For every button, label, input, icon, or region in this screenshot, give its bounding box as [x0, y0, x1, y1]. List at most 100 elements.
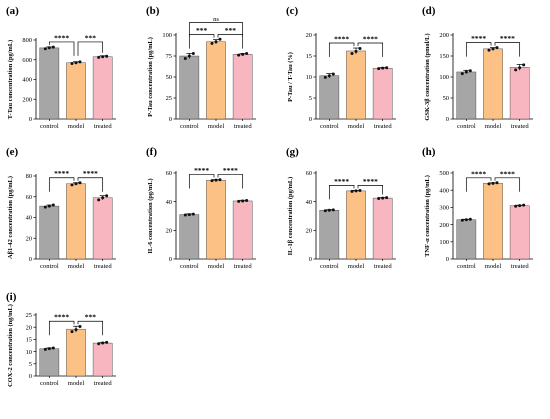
significance-bracket: [494, 42, 521, 57]
y-tick-label: 0: [309, 116, 312, 123]
x-category-label: treated: [94, 380, 113, 387]
bar-model: [66, 328, 86, 377]
x-category-label: control: [40, 123, 59, 130]
bar-treated: [232, 54, 253, 120]
data-point: [97, 55, 101, 59]
chart-panel-c: (c) P-Tau / T-Tau (%) 0 5 10 15 20 control model…: [286, 5, 396, 130]
x-category-label: model: [68, 380, 85, 387]
data-point: [468, 69, 472, 73]
y-tick-label: 100: [439, 239, 449, 246]
x-category-label: model: [68, 263, 85, 270]
x-category-label: model: [348, 123, 365, 130]
y-axis-label: TNF-α concentration (pg/mL): [424, 175, 431, 257]
x-category-label: control: [40, 263, 59, 270]
chart-panel-a: (a) T-Tau concentration (pg/mL) 0 200 400 600…: [6, 5, 116, 130]
bar-model: [206, 41, 226, 120]
data-point: [514, 204, 518, 208]
data-point: [47, 46, 51, 50]
bar-control: [456, 219, 477, 260]
x-category-label: model: [208, 263, 225, 270]
y-tick-label: 100: [439, 74, 449, 81]
significance-bracket: [494, 177, 521, 192]
data-point: [385, 196, 389, 200]
data-point: [327, 74, 331, 78]
bar-control: [319, 75, 340, 120]
data-point: [381, 66, 385, 70]
data-point: [331, 208, 335, 212]
data-point: [350, 189, 354, 193]
bar-treated: [372, 67, 393, 120]
data-point: [47, 347, 51, 351]
data-point: [191, 212, 195, 216]
data-point: [105, 340, 109, 344]
y-tick-label: 20: [306, 228, 312, 235]
y-tick-label: 0: [29, 256, 32, 263]
bar-treated: [232, 200, 253, 260]
bar-treated: [92, 56, 113, 120]
significance-label: ****: [54, 33, 69, 42]
y-axis-label: P-Tau / T-Tau (%): [287, 52, 294, 102]
data-point: [350, 51, 354, 55]
data-point: [237, 199, 241, 203]
x-category-label: treated: [94, 263, 113, 270]
x-category-label: treated: [374, 123, 393, 130]
x-category-label: model: [208, 123, 225, 130]
y-tick-label: 5: [309, 95, 312, 102]
bar-treated: [509, 205, 530, 260]
y-tick-label: 5: [29, 361, 32, 368]
data-point: [377, 197, 381, 201]
bar-control: [39, 47, 60, 120]
data-point: [241, 52, 245, 56]
significance-label: ***: [85, 313, 97, 322]
y-tick-label: 75: [166, 53, 172, 60]
y-axis-label: COX-2 concentration (ng/mL): [7, 304, 14, 387]
data-point: [331, 72, 335, 76]
y-tick-label: 400: [22, 77, 32, 84]
significance-label: ****: [500, 169, 515, 178]
bar-control: [456, 71, 477, 120]
significance-bracket: [48, 320, 75, 336]
y-tick-label: 100: [162, 32, 172, 39]
data-point: [522, 63, 526, 67]
significance-bracket: [328, 184, 355, 200]
significance-label: ****: [83, 169, 98, 178]
data-point: [74, 328, 78, 332]
bar-control: [319, 210, 340, 260]
bar-control: [39, 348, 60, 377]
x-category-label: control: [457, 123, 476, 130]
significance-label: ***: [225, 26, 237, 35]
significance-bracket: [48, 41, 75, 56]
data-point: [70, 183, 74, 187]
y-tick-label: 200: [439, 222, 449, 229]
data-point: [518, 66, 522, 70]
bar-treated: [372, 197, 393, 260]
data-point: [51, 346, 55, 350]
data-point: [514, 68, 518, 72]
significance-bracket: [357, 184, 384, 195]
data-point: [323, 209, 327, 213]
significance-label: ****: [194, 166, 209, 175]
data-point: [491, 181, 495, 185]
y-tick-label: 20: [26, 235, 32, 242]
data-point: [78, 60, 82, 64]
panel-letter: (a): [6, 5, 19, 17]
data-point: [495, 181, 499, 185]
chart-panel-b: (b) P-Tau concentration (pg/mL) 0 25 50 75 100…: [146, 5, 256, 130]
y-tick-label: 500: [439, 170, 449, 177]
data-point: [237, 53, 241, 57]
significance-label: ****: [54, 169, 69, 178]
data-point: [70, 330, 74, 334]
significance-bracket: [48, 177, 75, 192]
significance-label: ***: [85, 33, 97, 42]
panel-letter: (d): [422, 5, 436, 17]
data-point: [47, 204, 51, 208]
x-category-label: treated: [374, 263, 393, 270]
data-point: [358, 46, 362, 50]
data-point: [323, 75, 327, 79]
data-point: [385, 66, 389, 70]
significance-label: ****: [471, 169, 486, 178]
significance-bracket: [328, 42, 355, 58]
panel-letter: (b): [146, 5, 160, 17]
data-point: [381, 196, 385, 200]
significance-bracket: [357, 42, 384, 58]
